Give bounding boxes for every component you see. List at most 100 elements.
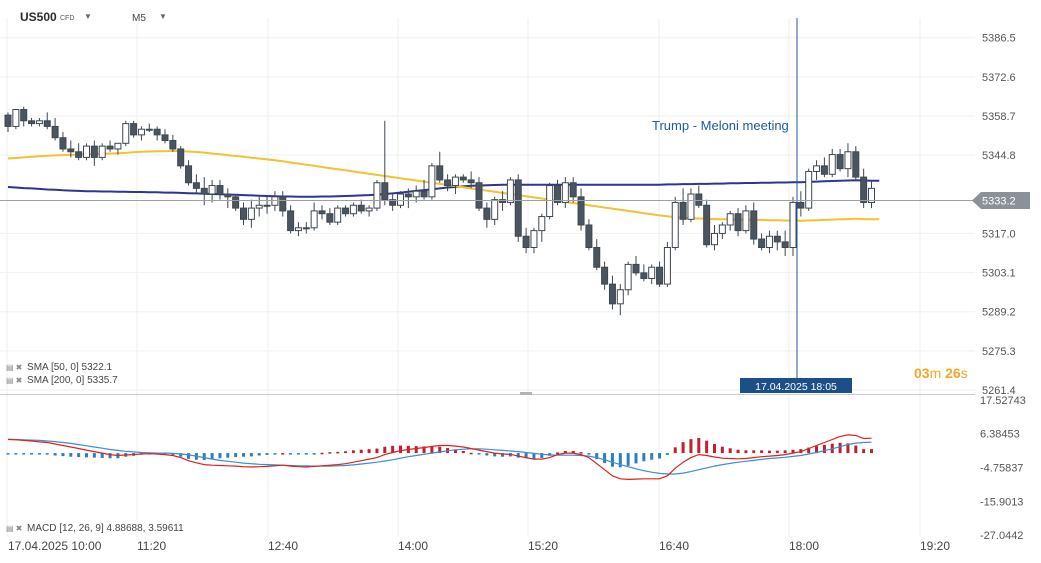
macd-histogram-bar <box>587 453 591 455</box>
macd-histogram-bar <box>202 453 206 461</box>
instrument-type-label: CFD <box>60 15 75 22</box>
candle-bull <box>648 266 656 279</box>
macd-histogram-bar <box>391 445 395 454</box>
time-tick-label: 16:40 <box>659 539 689 553</box>
macd-histogram-bar <box>540 453 544 458</box>
sma200-line <box>7 179 880 198</box>
candle-bear <box>820 165 828 175</box>
candle-bull <box>530 230 538 249</box>
candle-bear <box>106 145 114 150</box>
symbol-selector[interactable]: US500 <box>20 10 57 24</box>
candle-bull <box>506 179 514 203</box>
macd-histogram-bar <box>37 453 41 455</box>
macd-histogram-bar <box>862 449 866 454</box>
candles-layer <box>4 106 875 316</box>
time-tick-label: 18:00 <box>789 539 819 553</box>
macd-histogram-bar <box>595 453 599 460</box>
candle-bear <box>577 196 585 226</box>
candle-bull <box>397 193 404 206</box>
candle-bull <box>687 193 695 220</box>
macd-histogram-bar <box>22 453 26 455</box>
macd-histogram-bar <box>689 439 693 454</box>
price-tick-label: 5303.1 <box>982 268 1016 280</box>
macd-histogram-bar <box>650 453 654 460</box>
candle-bull <box>122 123 130 144</box>
macd-histogram-bar <box>642 453 646 462</box>
macd-histogram-bar <box>532 453 536 459</box>
macd-histogram-bar <box>249 453 253 457</box>
close-icon[interactable]: ✖ <box>15 376 23 385</box>
candle-bear <box>695 193 703 206</box>
macd-histogram-bar <box>226 453 230 458</box>
candle-bear <box>475 182 483 209</box>
event-time-tag <box>740 378 852 393</box>
candle-bull <box>247 207 255 220</box>
macd-histogram-bar <box>430 446 434 454</box>
candle-bull <box>334 207 342 223</box>
candle-bull <box>844 151 852 170</box>
macd-histogram-bar <box>665 453 669 455</box>
candle-bear <box>381 182 389 201</box>
price-tick-label: 5317.0 <box>982 228 1016 240</box>
candle-bull <box>718 224 726 234</box>
settings-icon[interactable]: ▤ <box>6 376 14 385</box>
panel-resize-handle[interactable] <box>520 392 532 395</box>
candle-bear <box>483 207 491 220</box>
macd-histogram-bar <box>760 450 764 454</box>
candle-bear <box>404 193 412 198</box>
timeframe-dropdown-icon[interactable]: ▼ <box>159 12 167 21</box>
sma50-layer <box>7 149 880 222</box>
time-tick-label: 19:20 <box>920 539 950 553</box>
price-tick-label: 5372.6 <box>982 72 1016 84</box>
macd-histogram-bar <box>351 450 355 454</box>
candle-bull <box>428 165 436 198</box>
macd-histogram-bar <box>870 449 873 454</box>
symbol-name: US500 <box>20 10 57 24</box>
macd-histogram-bar <box>179 453 183 457</box>
candle-bull <box>412 190 420 198</box>
macd-tick-label: 6.38453 <box>980 429 1020 441</box>
macd-histogram-bar <box>375 448 379 454</box>
candle-bear <box>287 210 295 232</box>
price-tick-label: 5386.5 <box>982 33 1016 45</box>
macd-histogram-bar <box>807 447 811 454</box>
candle-bear <box>224 193 232 198</box>
macd-signal-line <box>7 438 872 475</box>
macd-histogram-bar <box>838 442 842 454</box>
macd-histogram-bar <box>399 445 402 454</box>
settings-icon[interactable]: ▤ <box>6 524 14 533</box>
macd-histogram-bar <box>77 453 81 458</box>
candle-bull <box>546 185 554 218</box>
close-icon[interactable]: ✖ <box>15 524 23 533</box>
legend-sma200[interactable]: ▤ ✖ SMA [200, 0] 5335.7 <box>6 375 118 386</box>
legend-macd[interactable]: ▤ ✖ MACD [12, 26, 9] 4.88688, 3.59611 <box>6 523 184 534</box>
macd-histogram-bar <box>273 453 277 455</box>
macd-histogram-bar <box>610 453 614 467</box>
candle-bear <box>758 238 766 249</box>
timeframe-selector[interactable]: M5 <box>132 13 146 24</box>
macd-histogram-bar <box>822 444 826 454</box>
candle-bull <box>294 227 302 232</box>
macd-histogram-bar <box>728 448 732 454</box>
event-time-label: 17.04.2025 18:05 <box>755 381 837 393</box>
candle-bear <box>20 109 28 122</box>
candle-bull <box>742 210 750 232</box>
macd-layer <box>6 434 873 481</box>
close-icon[interactable]: ✖ <box>15 363 23 372</box>
macd-histogram-bar <box>697 437 701 454</box>
candle-bear <box>326 213 334 223</box>
macd-histogram-bar <box>767 450 771 454</box>
candle-bear <box>679 201 687 220</box>
symbol-dropdown-icon[interactable]: ▼ <box>84 12 92 21</box>
legend-sma50[interactable]: ▤ ✖ SMA [50, 0] 5322.1 <box>6 362 112 373</box>
macd-histogram-bar <box>626 453 630 466</box>
macd-histogram-bar <box>563 450 567 454</box>
candle-bear <box>585 224 593 249</box>
macd-histogram-bar <box>681 442 685 454</box>
macd-histogram-bar <box>634 453 638 464</box>
settings-icon[interactable]: ▤ <box>6 363 14 372</box>
candle-bear <box>28 120 36 125</box>
candle-bear <box>240 207 247 220</box>
macd-histogram-bar <box>422 446 426 454</box>
